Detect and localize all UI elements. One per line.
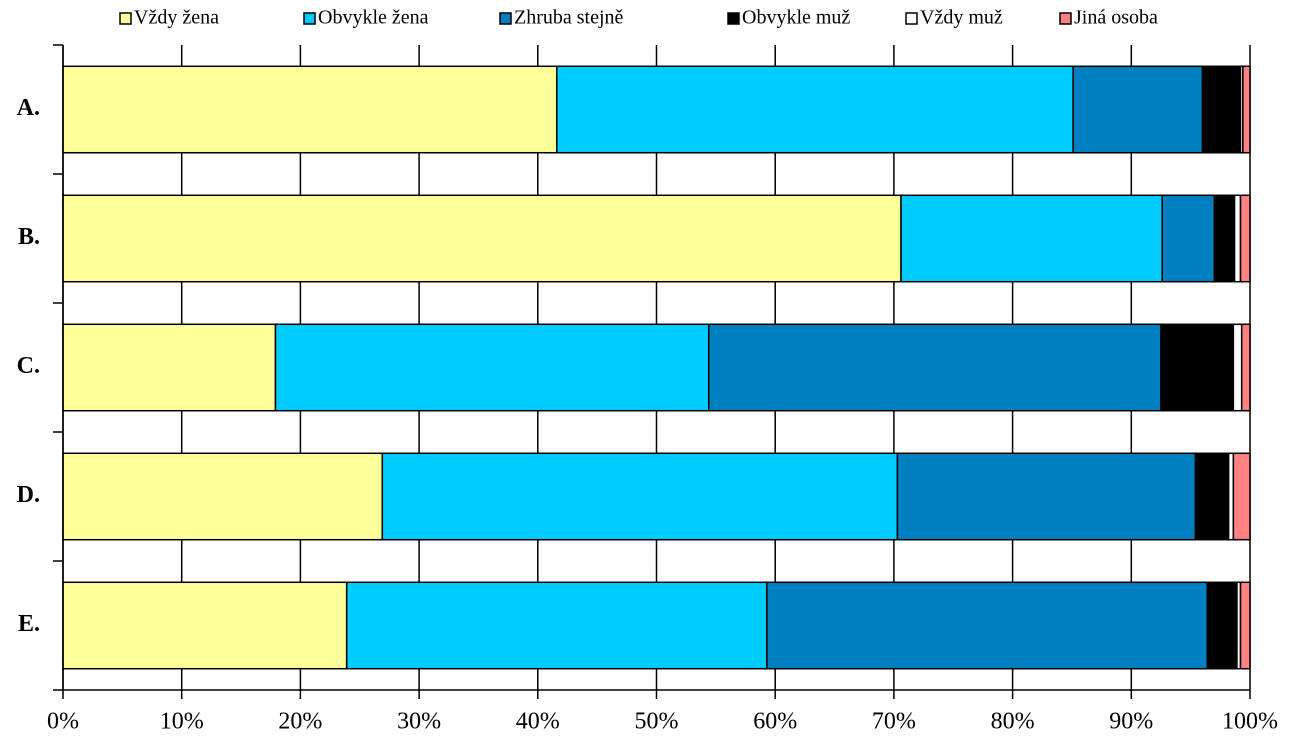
legend-swatch xyxy=(727,12,740,25)
bar-segment xyxy=(1072,65,1204,154)
legend-label: Vždy muž xyxy=(920,7,1003,29)
x-tick-label: 100% xyxy=(1222,709,1278,735)
bar-segment xyxy=(556,65,1074,154)
x-tick-label: 0% xyxy=(47,709,79,735)
legend-label: Vždy žena xyxy=(134,7,219,29)
bar-segment xyxy=(900,194,1163,283)
category-label: E. xyxy=(18,611,40,637)
x-tick-label: 80% xyxy=(991,709,1035,735)
bar-segment xyxy=(1194,452,1230,541)
bar-segment xyxy=(62,323,277,412)
x-tick-label: 20% xyxy=(278,709,322,735)
category-label: B. xyxy=(18,224,40,250)
bar-segment xyxy=(62,581,348,670)
x-tick-label: 60% xyxy=(753,709,797,735)
bar-segment xyxy=(1232,323,1243,412)
bar-segment xyxy=(1239,194,1251,283)
x-tick-label: 30% xyxy=(397,709,441,735)
x-tick-label: 40% xyxy=(516,709,560,735)
bar-segment xyxy=(1242,65,1251,154)
x-tick-label: 70% xyxy=(872,709,916,735)
bar-segment xyxy=(1161,194,1216,283)
x-tick-label: 50% xyxy=(635,709,679,735)
bar-segment xyxy=(766,581,1209,670)
legend-label: Obvykle žena xyxy=(318,7,429,29)
bar-segment xyxy=(62,65,558,154)
bar-segment xyxy=(1233,194,1242,283)
bar-segment xyxy=(381,452,899,541)
bar-segment xyxy=(1213,194,1236,283)
bar-segment xyxy=(62,194,902,283)
bar-segment xyxy=(274,323,710,412)
legend-swatch xyxy=(303,12,316,25)
bar-segment xyxy=(345,581,768,670)
legend-label: Zhruba stejně xyxy=(514,7,624,29)
bar-segment xyxy=(896,452,1197,541)
category-label: D. xyxy=(17,482,40,508)
legend-label: Obvykle muž xyxy=(742,7,850,29)
legend-swatch xyxy=(499,12,512,25)
bar-segment xyxy=(1239,581,1251,670)
legend-swatch xyxy=(905,12,918,25)
bar-segment xyxy=(707,323,1162,412)
bar-segment xyxy=(1240,323,1251,412)
legend-swatch xyxy=(119,12,132,25)
x-tick-label: 10% xyxy=(160,709,204,735)
legend-label: Jiná osoba xyxy=(1074,7,1158,29)
bar-segment xyxy=(1232,452,1251,541)
category-label: C. xyxy=(17,353,40,379)
category-label: A. xyxy=(17,95,40,121)
bar-segment xyxy=(1160,323,1235,412)
bar-segment xyxy=(1201,65,1242,154)
bar-segment xyxy=(62,452,384,541)
legend-swatch xyxy=(1059,12,1072,25)
bar-segment xyxy=(1206,581,1238,670)
x-tick-label: 90% xyxy=(1109,709,1153,735)
